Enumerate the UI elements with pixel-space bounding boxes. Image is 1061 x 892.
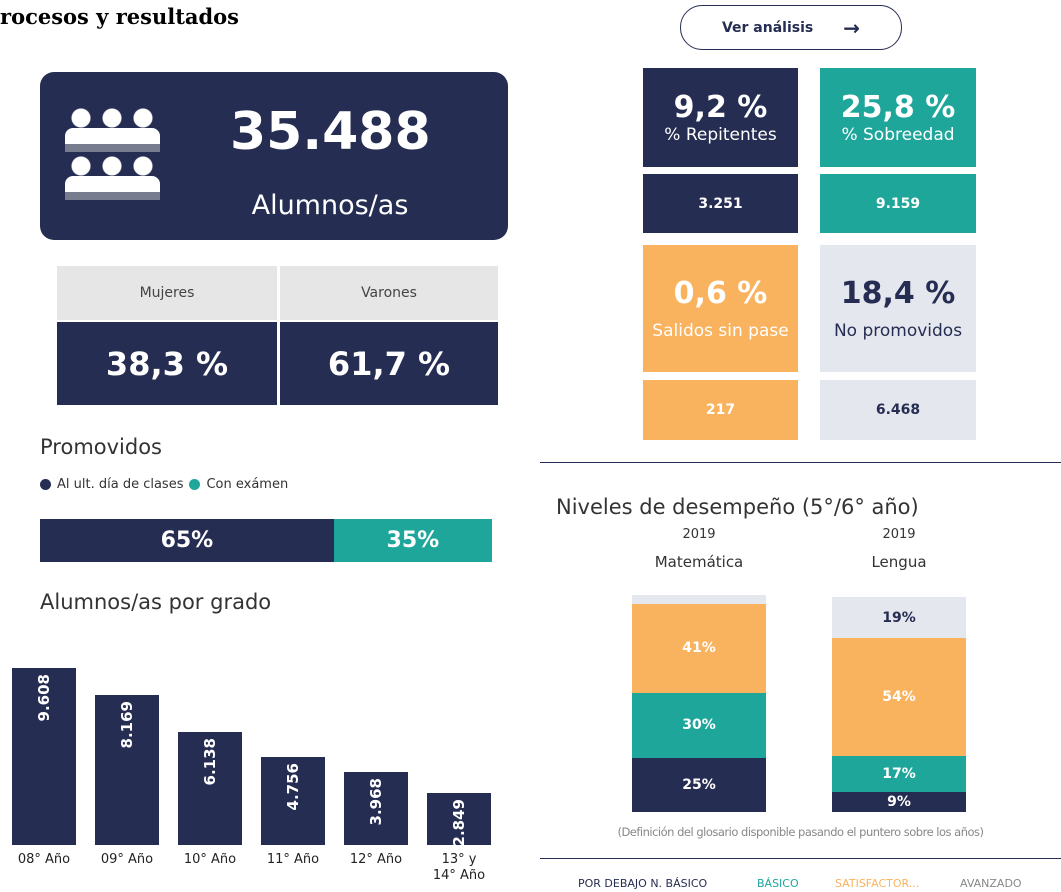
stack-segment: 9% bbox=[832, 792, 966, 812]
stack-segment: 17% bbox=[832, 755, 966, 793]
legend-label: POR DEBAJO N. BÁSICO bbox=[578, 877, 708, 890]
gender-value: 61,7 % bbox=[280, 322, 498, 405]
legend: POR DEBAJO N. BÁSICO BÁSICO SATISFACTOR...… bbox=[560, 877, 1060, 892]
indicator-card: 9,2 %% Repitentes bbox=[643, 68, 798, 167]
total-value: 35.488 bbox=[230, 102, 431, 162]
section-title: Alumnos/as por grado bbox=[40, 590, 272, 614]
segment-label: 30% bbox=[682, 717, 716, 734]
stack-segment: 41% bbox=[632, 603, 766, 693]
indicator-label: No promovidos bbox=[833, 321, 963, 341]
indicator-count: 9.159 bbox=[820, 174, 976, 233]
bar-segment: 35% bbox=[333, 519, 492, 562]
legend-label: BÁSICO bbox=[757, 877, 799, 890]
note: (Definición del glosario disponible pasa… bbox=[617, 825, 984, 839]
segment-label: 25% bbox=[682, 776, 716, 793]
indicator-percent: 25,8 % bbox=[840, 90, 956, 125]
bar: 4.756 bbox=[261, 757, 325, 845]
subject-label: Lengua bbox=[871, 553, 927, 571]
bar: 2.849 bbox=[427, 792, 491, 846]
indicator-card: 25,8 %% Sobreedad bbox=[820, 68, 976, 167]
gender-value: 38,3 % bbox=[57, 322, 277, 405]
stack-segment bbox=[632, 595, 766, 604]
section-title: Promovidos bbox=[40, 435, 163, 459]
divider bbox=[540, 462, 1061, 463]
x-tick-label: 10° Año bbox=[183, 852, 237, 867]
indicator-label: % Sobreedad bbox=[841, 125, 955, 145]
arrow-icon: → bbox=[843, 15, 861, 40]
legend-dot bbox=[189, 478, 201, 490]
segment-label: 41% bbox=[682, 640, 716, 657]
body-row bbox=[65, 128, 160, 144]
x-tick-label: 11° Año bbox=[266, 852, 320, 867]
bar-label: 35% bbox=[386, 528, 440, 553]
indicator-card: 0,6 % Salidos sin pase bbox=[643, 245, 798, 372]
x-tick-label: 12° Año bbox=[349, 852, 403, 867]
segment-label: 54% bbox=[882, 688, 916, 705]
indicator-percent: 9,2 % bbox=[673, 90, 768, 125]
body-row bbox=[65, 176, 160, 192]
bar: 9.608 bbox=[12, 668, 76, 845]
x-tick-label: 13° y 14° Año bbox=[432, 852, 486, 883]
gender-label: Varones bbox=[280, 266, 498, 320]
indicator-label: % Repitentes bbox=[664, 125, 777, 145]
legend-label: AVANZADO bbox=[960, 877, 1022, 890]
indicator-count: 217 bbox=[643, 380, 798, 440]
segment-label: 17% bbox=[882, 766, 916, 783]
subject-label: Matemática bbox=[654, 553, 744, 571]
people-icon bbox=[65, 104, 160, 209]
bar: 8.169 bbox=[95, 694, 159, 845]
year-label: 2019 bbox=[682, 527, 716, 542]
bar-label: 65% bbox=[160, 528, 214, 553]
total-label: Alumnos/as bbox=[251, 190, 409, 221]
stack-segment: 30% bbox=[632, 692, 766, 758]
page-title: rocesos y resultados bbox=[0, 4, 240, 29]
stack-segment: 25% bbox=[632, 757, 766, 812]
promoted-bar: 65% 35% bbox=[40, 519, 492, 562]
legend-label: Al ult. día de clases bbox=[57, 476, 184, 492]
bar: 6.138 bbox=[178, 732, 242, 845]
indicator-percent: 0,6 % bbox=[673, 276, 768, 311]
button-label: Ver análisis bbox=[721, 19, 814, 36]
bar: 3.968 bbox=[344, 771, 408, 845]
stack-segment: 54% bbox=[832, 638, 966, 756]
gender-label: Mujeres bbox=[57, 266, 277, 320]
legend-label: Con exámen bbox=[206, 476, 289, 492]
desk bbox=[65, 144, 160, 152]
stack-segment: 19% bbox=[832, 597, 966, 639]
bar-segment: 65% bbox=[40, 519, 334, 562]
section-title: Niveles de desempeño (5°/6° año) bbox=[556, 495, 919, 519]
total-card: 35.488 Alumnos/as bbox=[40, 72, 508, 240]
x-tick-label: 08° Año bbox=[17, 852, 71, 867]
x-tick-label: 09° Año bbox=[100, 852, 154, 867]
legend: Al ult. día de clases Con exámen bbox=[40, 475, 500, 493]
year-label: 2019 bbox=[882, 527, 916, 542]
segment-label: 9% bbox=[887, 794, 911, 811]
analysis-button[interactable]: Ver análisis → bbox=[680, 5, 902, 50]
legend-label: SATISFACTOR... bbox=[835, 877, 920, 890]
indicator-count: 3.251 bbox=[643, 174, 798, 233]
indicator-count: 6.468 bbox=[820, 380, 976, 440]
desk bbox=[65, 192, 160, 200]
grades-chart: 9.608 08° Año 8.169 09° Año 6.138 10° Año 4.75… bbox=[12, 668, 491, 883]
indicator-card: 18,4 % No promovidos bbox=[820, 245, 976, 372]
divider bbox=[540, 858, 1061, 859]
indicator-percent: 18,4 % bbox=[840, 276, 956, 311]
indicator-label: Salidos sin pase bbox=[652, 321, 789, 341]
legend-dot bbox=[40, 478, 51, 490]
segment-label: 19% bbox=[882, 609, 916, 626]
